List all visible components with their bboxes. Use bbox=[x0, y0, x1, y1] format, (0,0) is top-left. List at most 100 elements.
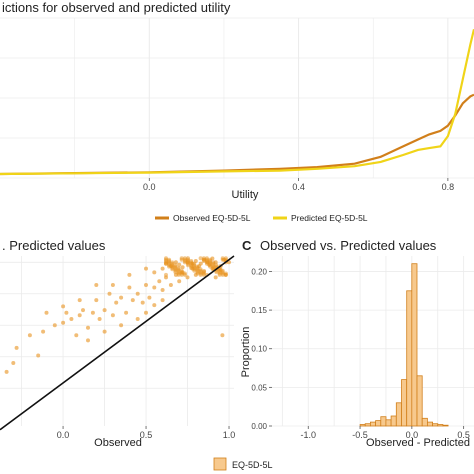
panel-b-point bbox=[180, 265, 185, 270]
panel-c-bar bbox=[426, 421, 433, 427]
panel-c-bar bbox=[416, 375, 423, 427]
panel-b-point bbox=[90, 310, 95, 315]
panel-b-point bbox=[52, 323, 57, 328]
panel-b-point bbox=[198, 256, 203, 261]
panel-c-y-tick-label: 0.10 bbox=[251, 345, 267, 354]
panel-b-grid bbox=[0, 256, 234, 426]
panel-a-x-tick-label: 0.4 bbox=[292, 182, 305, 192]
panel-b-point bbox=[208, 264, 213, 269]
panel-c-bar bbox=[385, 419, 392, 427]
panel-b-point bbox=[94, 283, 99, 287]
panel-b-point bbox=[195, 271, 200, 276]
panel-c-x-label: Observed - Predicted bbox=[366, 437, 470, 449]
panel-b-point bbox=[223, 272, 228, 277]
panel-b-point bbox=[110, 283, 115, 287]
panel-c-letter: C bbox=[242, 238, 252, 253]
panel-a-legend-label-1: Predicted EQ-5D-5L bbox=[291, 213, 368, 223]
panel-a-x-tick-label: 0.8 bbox=[442, 182, 455, 192]
panel-c-y-tick-label: 0.00 bbox=[251, 422, 267, 431]
panel-b-point bbox=[167, 264, 172, 269]
panel-b-point bbox=[61, 304, 66, 309]
panel-a-title: ictions for observed and predicted utili… bbox=[2, 0, 231, 15]
panel-b-point bbox=[27, 333, 32, 338]
panel-b-point bbox=[144, 283, 148, 287]
panel-b-point bbox=[170, 267, 175, 272]
panel-b-point bbox=[164, 272, 168, 277]
panel-c-title: Observed vs. Predicted values bbox=[260, 238, 437, 253]
panel-b-point bbox=[94, 298, 99, 303]
panel-b-point bbox=[102, 308, 107, 313]
panel-c-y-label: Proportion bbox=[240, 327, 252, 378]
panel-b-point bbox=[220, 257, 225, 262]
panel-b-point bbox=[179, 257, 184, 262]
panel-c-legend-key bbox=[213, 457, 227, 471]
panel-b-point bbox=[127, 285, 132, 290]
panel-b-point bbox=[220, 272, 225, 277]
panel-a-x-ticks: 0.0 0.4 0.8 bbox=[143, 178, 454, 192]
panel-c-x-tick-label: 0.5 bbox=[457, 430, 470, 440]
panel-b-point bbox=[177, 262, 182, 267]
panel-b-point bbox=[204, 261, 209, 266]
panel-b-point bbox=[114, 300, 119, 305]
panel-c-y-ticks: 0.00 0.05 0.10 0.15 0.20 bbox=[251, 267, 272, 431]
panel-c-bar bbox=[401, 379, 408, 427]
panel-b-point bbox=[61, 320, 66, 325]
panel-b-point bbox=[135, 317, 140, 321]
panel-b-point bbox=[152, 285, 157, 290]
panel-b-point bbox=[110, 313, 115, 318]
panel-b-point bbox=[144, 310, 148, 315]
panel-a-grid bbox=[0, 17, 474, 179]
panel-b-point bbox=[186, 263, 190, 268]
panel-b-point bbox=[97, 317, 102, 321]
panel-b-point bbox=[177, 279, 182, 284]
panel-b-point bbox=[220, 333, 225, 338]
panel-b-x-ticks: 0.0 0.5 1.0 bbox=[57, 426, 235, 440]
panel-b-point bbox=[36, 353, 41, 358]
panel-c-bar bbox=[375, 420, 382, 427]
panel-b-point bbox=[102, 329, 107, 334]
panel-a-x-label: Utility bbox=[232, 189, 259, 201]
panel-b-point bbox=[69, 317, 74, 321]
panel-b-point bbox=[152, 270, 157, 275]
panel-c-x-tick-label: -0.5 bbox=[352, 430, 368, 440]
panel-a-legend: Observed EQ-5D-5L Predicted EQ-5D-5L bbox=[155, 213, 368, 223]
panel-c-legend: EQ-5D-5L bbox=[213, 457, 273, 471]
panel-b-point bbox=[217, 272, 222, 277]
panel-b-x-tick-label: 0.5 bbox=[140, 430, 153, 440]
panel-c-bar bbox=[369, 421, 376, 427]
panel-c-bar bbox=[364, 423, 371, 427]
panel-c-y-tick-label: 0.20 bbox=[251, 267, 267, 276]
panel-b-reference-line bbox=[0, 255, 235, 431]
panel-b-point bbox=[144, 266, 148, 271]
panel-b-point bbox=[147, 295, 152, 300]
panel-b-point bbox=[201, 272, 206, 277]
panel-b-x-tick-label: 1.0 bbox=[223, 430, 236, 440]
panel-c-histogram: C Observed vs. Predicted values -1.0 -0.5… bbox=[213, 238, 474, 471]
panel-b-point bbox=[198, 261, 203, 266]
panel-c-bar bbox=[406, 290, 413, 427]
panel-a-density: ictions for observed and predicted utili… bbox=[0, 0, 474, 223]
panel-b-point bbox=[164, 261, 168, 266]
panel-b-point bbox=[179, 272, 184, 277]
panel-b-point bbox=[160, 266, 165, 271]
panel-c-grid bbox=[272, 256, 474, 427]
panel-b-point bbox=[77, 313, 82, 318]
panel-b-point bbox=[86, 325, 90, 330]
panel-b-point bbox=[119, 323, 124, 328]
panel-b-point bbox=[127, 272, 132, 277]
panel-c-bar bbox=[395, 402, 402, 427]
panel-c-legend-label: EQ-5D-5L bbox=[232, 460, 273, 470]
panel-c-plot-area bbox=[272, 256, 474, 426]
panel-b-point bbox=[74, 333, 79, 338]
panel-b-point bbox=[140, 300, 145, 305]
panel-b-point bbox=[160, 288, 165, 292]
panel-b-point bbox=[189, 266, 194, 270]
panel-b-point bbox=[201, 259, 206, 263]
panel-b-x-tick-label: 0.0 bbox=[57, 430, 70, 440]
panel-c-bar bbox=[380, 416, 387, 427]
panel-b-title: . Predicted values bbox=[2, 238, 106, 253]
panel-b-x-label: Observed bbox=[94, 437, 142, 449]
panel-c-x-ticks: -1.0 -0.5 0.0 0.5 bbox=[300, 426, 470, 440]
panel-b-point bbox=[119, 295, 124, 300]
